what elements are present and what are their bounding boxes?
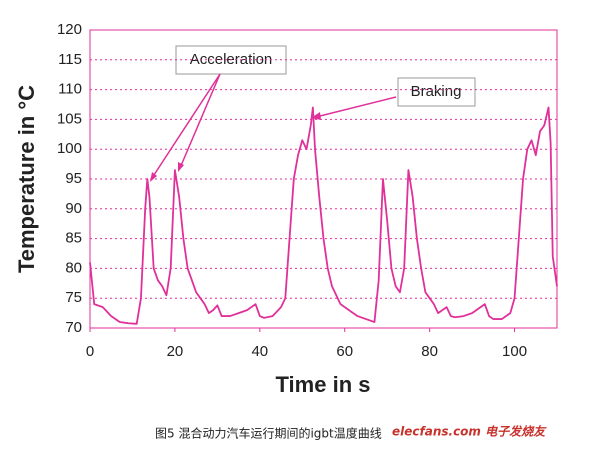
y-tick-label: 95 bbox=[65, 170, 82, 187]
arrow bbox=[151, 73, 221, 179]
arrow bbox=[315, 96, 397, 118]
y-tick-label: 120 bbox=[57, 21, 82, 38]
x-tick-label: 80 bbox=[421, 343, 438, 360]
y-tick-label: 105 bbox=[57, 110, 82, 127]
y-tick-label: 110 bbox=[58, 81, 82, 98]
y-tick-label: 85 bbox=[65, 230, 82, 247]
watermark: elecfans.com 电子发烧友 bbox=[392, 425, 547, 439]
x-tick-label: 40 bbox=[251, 343, 268, 360]
arrow-head bbox=[150, 172, 157, 182]
y-tick-label: 80 bbox=[65, 259, 82, 276]
x-tick-label: 20 bbox=[167, 343, 184, 360]
arrow bbox=[179, 73, 221, 169]
y-tick-label: 70 bbox=[65, 319, 82, 336]
y-tick-label: 90 bbox=[65, 200, 82, 217]
x-axis-title: Time in s bbox=[276, 372, 371, 397]
y-tick-label: 100 bbox=[57, 140, 82, 157]
line bbox=[89, 106, 558, 325]
y-axis-title: Temperature in °C bbox=[14, 85, 39, 273]
annotation: Braking bbox=[411, 83, 462, 100]
caption: 图5 混合动力汽车运行期间的igbt温度曲线 bbox=[155, 426, 382, 441]
y-tick-label: 75 bbox=[65, 289, 82, 306]
arrow-head bbox=[178, 162, 184, 172]
x-tick-label: 60 bbox=[336, 343, 353, 360]
y-tick-label: 115 bbox=[58, 51, 82, 68]
annotation-box bbox=[175, 45, 287, 75]
x-tick-label: 100 bbox=[502, 343, 527, 360]
annotation-box bbox=[397, 77, 476, 107]
x-tick-label: 0 bbox=[86, 343, 94, 360]
